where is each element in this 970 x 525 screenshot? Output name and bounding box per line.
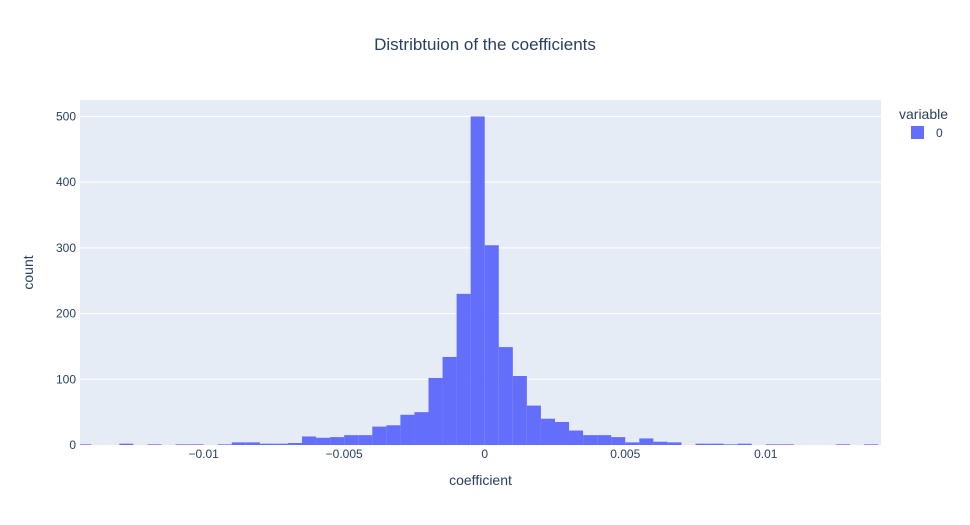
histogram-bar[interactable] [639,438,654,445]
histogram-bar[interactable] [386,425,401,445]
histogram-bar[interactable] [358,435,373,445]
histogram-bar[interactable] [189,444,204,445]
x-tick-label: 0.01 [754,447,778,461]
histogram-bar[interactable] [611,437,626,445]
x-tick-label: 0.005 [610,447,640,461]
histogram-bar[interactable] [569,430,584,445]
histogram-bar[interactable] [273,443,288,445]
histogram-bar[interactable] [765,444,780,445]
y-tick-label: 100 [56,372,76,386]
histogram-bar[interactable] [175,444,190,445]
y-tick-label: 400 [56,175,76,189]
y-axis-label: count [20,255,36,289]
histogram-bar[interactable] [442,356,457,445]
histogram-bar[interactable] [779,444,794,445]
histogram-bar[interactable] [287,443,303,445]
histogram-bar[interactable] [625,442,640,445]
histogram-bar[interactable] [540,418,555,445]
x-tick-labels: −0.01 −0.005 0 0.005 0.01 [188,447,777,461]
histogram-bar[interactable] [498,347,513,445]
histogram-bar[interactable] [470,116,485,445]
y-tick-label: 300 [56,241,76,255]
histogram-bar[interactable] [583,435,598,445]
histogram-bar[interactable] [737,443,752,445]
legend-entry-label[interactable]: 0 [936,126,943,140]
histogram-bar[interactable] [119,443,134,445]
histogram-bar[interactable] [597,435,612,445]
histogram-bar[interactable] [330,437,345,445]
histogram-bar[interactable] [372,426,387,445]
y-tick-label: 500 [56,109,76,123]
histogram-bar[interactable] [245,442,260,445]
histogram-bar[interactable] [302,436,317,445]
x-axis-label: coefficient [449,472,512,488]
histogram-bar[interactable] [344,435,359,445]
histogram-bar[interactable] [400,414,415,445]
histogram-bar[interactable] [526,405,541,445]
histogram-bar[interactable] [414,412,429,445]
legend[interactable]: variable 0 [899,106,948,140]
histogram-bar[interactable] [484,245,499,445]
histogram-bar[interactable] [428,377,443,445]
histogram-bar[interactable] [259,443,274,445]
histogram-bar[interactable] [456,293,471,445]
histogram-bar[interactable] [864,444,879,445]
chart-title: Distribtuion of the coefficients [374,35,596,54]
y-tick-label: 0 [69,438,76,452]
histogram-bar[interactable] [836,444,851,445]
histogram-bar[interactable] [316,437,331,445]
histogram-bar[interactable] [667,442,682,445]
legend-swatch[interactable] [911,126,924,139]
histogram-bar[interactable] [217,444,232,445]
histogram-bar[interactable] [723,444,738,445]
histogram-bar[interactable] [231,442,246,445]
histogram-bars[interactable] [80,116,879,445]
histogram-bar[interactable] [80,444,92,445]
y-tick-label: 200 [56,307,76,321]
histogram-bar[interactable] [653,441,668,445]
histogram-bar[interactable] [512,376,527,445]
histogram-bar[interactable] [147,444,162,445]
histogram-bar[interactable] [695,443,710,445]
x-tick-label: 0 [481,447,488,461]
histogram-bar[interactable] [554,422,570,445]
y-tick-labels: 0 100 200 300 400 500 [56,109,76,452]
x-tick-label: −0.005 [326,447,363,461]
histogram-bar[interactable] [709,443,724,445]
x-tick-label: −0.01 [188,447,219,461]
legend-title: variable [899,106,948,122]
